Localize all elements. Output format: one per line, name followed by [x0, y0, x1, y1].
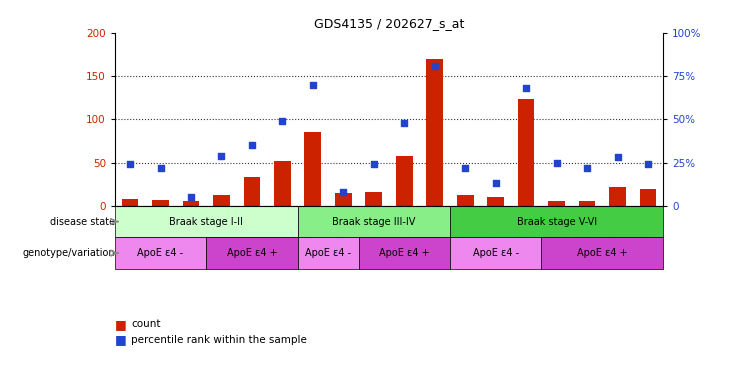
Point — [429, 63, 441, 69]
Point — [642, 161, 654, 167]
Bar — [115, 206, 298, 237]
Text: Braak stage I-II: Braak stage I-II — [169, 217, 243, 227]
Text: Braak stage V-VI: Braak stage V-VI — [516, 217, 597, 227]
Bar — [244, 177, 260, 206]
Point — [185, 194, 197, 200]
Bar — [182, 202, 199, 206]
Bar — [456, 195, 473, 206]
Bar — [115, 237, 206, 269]
Bar — [639, 189, 657, 206]
Bar — [298, 237, 359, 269]
Bar — [206, 237, 298, 269]
Point — [216, 152, 227, 159]
Bar — [274, 161, 290, 206]
Text: disease state: disease state — [50, 217, 115, 227]
Text: ApoE ε4 -: ApoE ε4 - — [305, 248, 351, 258]
Text: ■: ■ — [115, 333, 127, 346]
Bar — [426, 59, 443, 206]
Bar — [335, 193, 352, 206]
Text: ApoE ε4 -: ApoE ε4 - — [473, 248, 519, 258]
Bar — [488, 197, 504, 206]
Bar — [298, 206, 450, 237]
Point — [581, 165, 593, 171]
Point — [307, 81, 319, 88]
Point — [520, 85, 532, 91]
Point — [246, 142, 258, 148]
Bar — [542, 237, 663, 269]
Point — [399, 120, 411, 126]
Bar — [359, 237, 450, 269]
Text: percentile rank within the sample: percentile rank within the sample — [131, 335, 307, 345]
Text: ApoE ε4 +: ApoE ε4 + — [379, 248, 430, 258]
Text: ApoE ε4 +: ApoE ε4 + — [577, 248, 628, 258]
Bar — [122, 199, 139, 206]
Bar — [152, 200, 169, 206]
Text: ApoE ε4 -: ApoE ε4 - — [138, 248, 184, 258]
Bar — [213, 195, 230, 206]
Bar — [450, 206, 663, 237]
Bar — [518, 99, 534, 206]
Bar — [609, 187, 626, 206]
Text: Braak stage III-IV: Braak stage III-IV — [332, 217, 416, 227]
Point — [155, 165, 167, 171]
Point — [368, 161, 379, 167]
Point — [459, 165, 471, 171]
Text: ■: ■ — [115, 318, 127, 331]
Title: GDS4135 / 202627_s_at: GDS4135 / 202627_s_at — [314, 17, 464, 30]
Text: genotype/variation: genotype/variation — [22, 248, 115, 258]
Bar — [450, 237, 542, 269]
Bar — [396, 156, 413, 206]
Point — [490, 180, 502, 186]
Bar — [548, 200, 565, 206]
Text: ApoE ε4 +: ApoE ε4 + — [227, 248, 277, 258]
Bar — [365, 192, 382, 206]
Point — [611, 154, 623, 161]
Point — [124, 161, 136, 167]
Point — [276, 118, 288, 124]
Bar — [579, 202, 596, 206]
Text: count: count — [131, 319, 161, 329]
Point — [551, 159, 562, 166]
Bar — [305, 132, 322, 206]
Point — [337, 189, 349, 195]
